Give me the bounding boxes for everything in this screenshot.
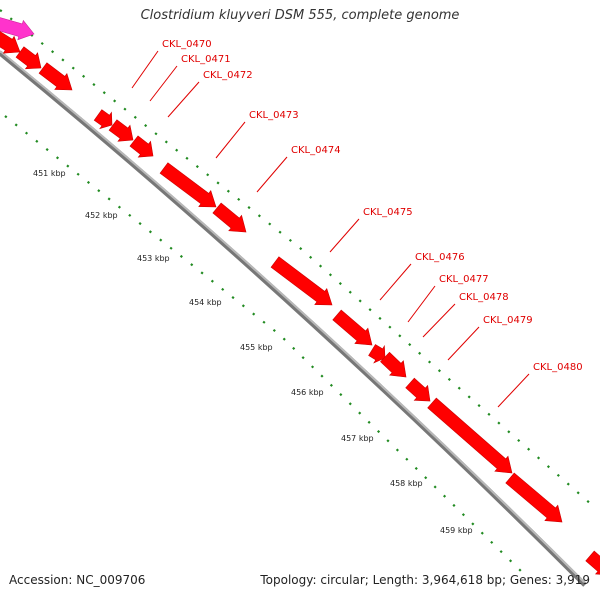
other-feature-arrow xyxy=(0,17,35,41)
map-title: Clostridium kluyveri DSM 555, complete g… xyxy=(140,8,460,23)
position-tick-label: 453 kbp xyxy=(137,254,170,263)
gene-arrow-16 xyxy=(585,550,600,575)
gene-label: CKL_0473 xyxy=(249,110,299,121)
gene-label: CKL_0471 xyxy=(181,54,231,65)
gene-arrow-7 xyxy=(159,162,217,208)
gene-label: CKL_0470 xyxy=(162,39,212,50)
position-tick-label: 458 kbp xyxy=(390,479,423,488)
gene-label-leader xyxy=(167,81,200,118)
position-tick-label: 454 kbp xyxy=(189,298,222,307)
position-tick-label: 456 kbp xyxy=(291,388,324,397)
accession-text: Accession: NC_009706 xyxy=(9,573,146,587)
gene-label: CKL_0476 xyxy=(415,252,465,263)
gene-arrow-3 xyxy=(38,62,73,91)
gene-arrow-14 xyxy=(427,397,513,474)
backbone xyxy=(0,50,586,584)
gene-label: CKL_0478 xyxy=(459,292,509,303)
gene-label: CKL_0475 xyxy=(363,207,413,218)
gene-label: CKL_0479 xyxy=(483,315,533,326)
gene-arrow-13 xyxy=(405,377,431,402)
gene-label-leader xyxy=(447,326,480,361)
genome-summary-text: Topology: circular; Length: 3,964,618 bp… xyxy=(260,573,590,587)
position-tick-label: 452 kbp xyxy=(85,211,118,220)
backbone-shadow xyxy=(0,51,587,587)
gene-label: CKL_0480 xyxy=(533,362,583,373)
position-tick-label: 457 kbp xyxy=(341,434,374,443)
gene-label: CKL_0474 xyxy=(291,145,341,156)
gene-arrow-10 xyxy=(332,309,373,346)
gene-arrow-4 xyxy=(93,109,113,130)
gene-label-leader xyxy=(131,50,159,89)
gene-label-leader xyxy=(256,156,288,193)
gene-arrow-8 xyxy=(212,202,247,233)
gene-label: CKL_0472 xyxy=(203,70,253,81)
gene-label-leader xyxy=(407,285,436,323)
gene-label-leader xyxy=(215,121,246,159)
gene-arrow-15 xyxy=(505,472,563,523)
gene-arrow-2 xyxy=(15,46,42,70)
gene-arrow-9 xyxy=(270,256,333,306)
position-tick-label: 451 kbp xyxy=(33,169,66,178)
gene-arrow-1 xyxy=(0,31,21,54)
gene-label: CKL_0477 xyxy=(439,274,489,285)
gene-label-leader xyxy=(497,373,530,408)
gene-arrow-12 xyxy=(380,351,407,378)
gene-label-leader xyxy=(149,65,178,102)
position-tick-label: 459 kbp xyxy=(440,526,473,535)
gene-arrow-5 xyxy=(108,119,134,142)
gene-label-leader xyxy=(379,263,412,301)
gene-label-leader xyxy=(329,218,360,253)
position-tick-label: 455 kbp xyxy=(240,343,273,352)
gene-arrow-11 xyxy=(368,344,386,364)
gene-arrow-6 xyxy=(129,135,154,158)
gene-label-leader xyxy=(422,303,456,338)
upper-dotted-ring xyxy=(0,9,593,506)
